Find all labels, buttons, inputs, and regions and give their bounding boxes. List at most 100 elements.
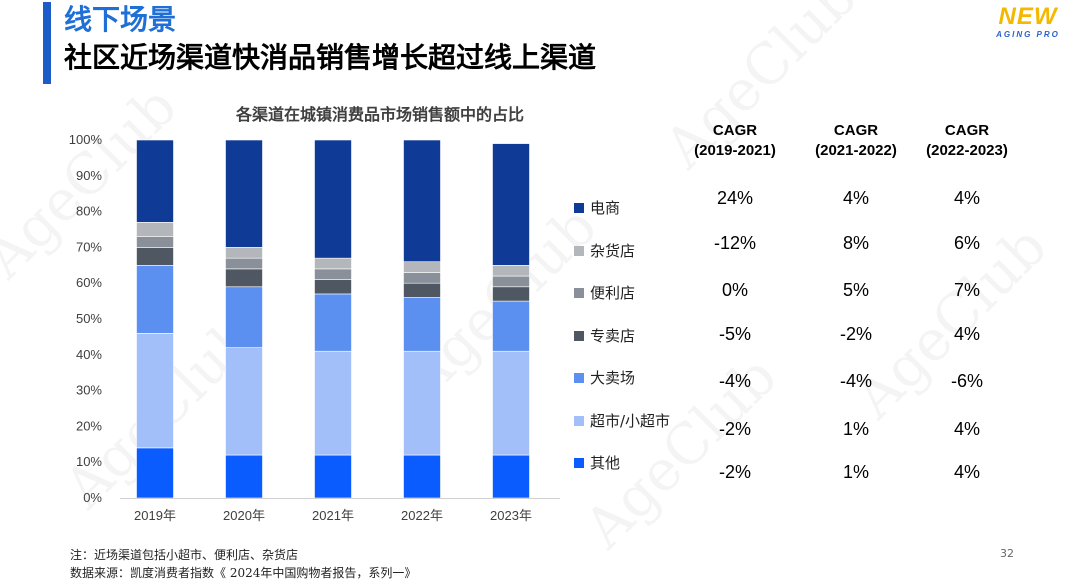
cagr-value: -12% (713, 233, 757, 253)
bar-segment (492, 454, 530, 499)
cagr-header-line1: CAGR (944, 122, 990, 139)
footnote-source: 数据来源：凯度消费者指数《 2024年中国购物者报告，系列一》 (70, 566, 417, 580)
cagr-value: 4% (953, 462, 980, 482)
bar-segment (314, 454, 352, 499)
bar-segment (492, 350, 530, 456)
cagr-value: 4% (842, 188, 869, 208)
legend-label: 便利店 (590, 284, 636, 302)
cagr-header-line2: (2021-2022) (815, 142, 897, 159)
y-tick-label: 50% (76, 311, 102, 326)
bar-segment (225, 139, 263, 248)
title-accent-bar (43, 2, 51, 84)
logo-wordmark: NEW (998, 3, 1058, 30)
cagr-value: -4% (839, 371, 872, 391)
bar-segment (403, 297, 441, 352)
bar-segment (492, 264, 530, 277)
bar-segment (136, 222, 174, 237)
y-tick-label: 20% (76, 418, 102, 433)
cagr-value: 6% (953, 233, 980, 253)
cagr-value: -5% (718, 324, 751, 344)
cagr-value: 4% (953, 188, 980, 208)
bar-segment (492, 143, 530, 266)
legend-label: 大卖场 (590, 369, 636, 387)
cagr-value: 4% (953, 419, 980, 439)
y-tick-label: 10% (76, 454, 102, 469)
legend-label: 专卖店 (590, 326, 636, 345)
cagr-value: 5% (842, 280, 869, 300)
legend-label: 电商 (590, 199, 621, 217)
x-tick-label: 2022年 (401, 508, 443, 523)
legend-label: 杂货店 (590, 241, 636, 260)
y-tick-label: 60% (76, 275, 102, 290)
cagr-value: 7% (953, 280, 980, 300)
bar-segment (225, 286, 263, 348)
x-tick-label: 2019年 (134, 508, 176, 523)
cagr-value: 0% (721, 280, 748, 300)
bar-segment (314, 139, 352, 259)
legend-swatch (574, 245, 584, 256)
x-tick-label: 2021年 (312, 508, 354, 523)
cagr-value: -2% (718, 419, 751, 439)
page-subtitle: 社区近场渠道快消品销售增长超过线上渠道 (64, 41, 597, 74)
cagr-header-line1: CAGR (712, 122, 758, 139)
cagr-value: 8% (842, 233, 869, 253)
bar-segment (314, 268, 352, 280)
bar-segment (314, 279, 352, 295)
legend-swatch (574, 458, 584, 468)
bar-segment (136, 333, 174, 449)
bar-segment (403, 350, 441, 456)
legend-swatch (574, 330, 584, 341)
logo-tagline: AGING PRO (996, 30, 1060, 39)
footnote-note: 注：近场渠道包括小超市、便利店、杂货店 (70, 548, 299, 562)
legend-swatch (574, 203, 584, 213)
page-number: 32 (1000, 547, 1014, 560)
legend-label: 其他 (590, 454, 621, 472)
y-tick-label: 40% (76, 347, 102, 362)
bar-segment (403, 282, 441, 298)
cagr-column-header: CAGR (2021-2022) (796, 121, 916, 161)
bar-segment (225, 257, 263, 270)
legend-swatch (574, 373, 584, 383)
bar-segment (403, 139, 441, 263)
chart-title: 各渠道在城镇消费品市场销售额中的占比 (235, 105, 524, 124)
bar-segment (492, 300, 530, 352)
cagr-value: 1% (842, 462, 869, 482)
bar-segment (314, 350, 352, 456)
bar-segment (136, 247, 174, 266)
bar-segment (403, 261, 441, 273)
bar-segment (225, 454, 263, 499)
bar-segment (136, 139, 174, 223)
legend-label: 超市/小超市 (590, 411, 671, 430)
bar-segment (225, 247, 263, 259)
cagr-column-header: CAGR (2022-2023) (907, 121, 1027, 161)
x-tick-label: 2023年 (490, 508, 532, 523)
cagr-value: 4% (953, 324, 980, 344)
bar-segment (403, 454, 441, 499)
legend-swatch (574, 288, 584, 298)
stacked-bar-chart: 0% 10% 20% 30% 40% 50% 60% 70% 80% 90% 100% 2019年 20… (69, 132, 560, 523)
cagr-value: -2% (839, 324, 872, 344)
bar-segment (225, 268, 263, 288)
legend-swatch (574, 415, 584, 426)
cagr-value: 24% (716, 188, 754, 208)
bar-segment (136, 264, 174, 334)
page-title: 线下场景 (64, 3, 177, 36)
bar-segment (136, 236, 174, 248)
cagr-header-line2: (2022-2023) (926, 142, 1008, 159)
bar-segment (136, 447, 174, 499)
y-tick-label: 100% (69, 132, 103, 147)
bar-segment (225, 347, 263, 456)
cagr-value: -6% (950, 371, 983, 391)
y-tick-label: 70% (76, 239, 102, 254)
cagr-value: -4% (718, 371, 751, 391)
y-tick-label: 0% (83, 490, 102, 505)
bar-segment (403, 272, 441, 284)
cagr-header-line2: (2019-2021) (694, 142, 776, 159)
cagr-value: -2% (718, 462, 751, 482)
y-tick-label: 80% (76, 204, 102, 219)
bar-segment (314, 257, 352, 270)
bar-segment (492, 275, 530, 288)
cagr-header-line1: CAGR (833, 122, 879, 139)
brand-logo: NEW AGING PRO (992, 3, 1064, 40)
bar-segment (492, 286, 530, 302)
